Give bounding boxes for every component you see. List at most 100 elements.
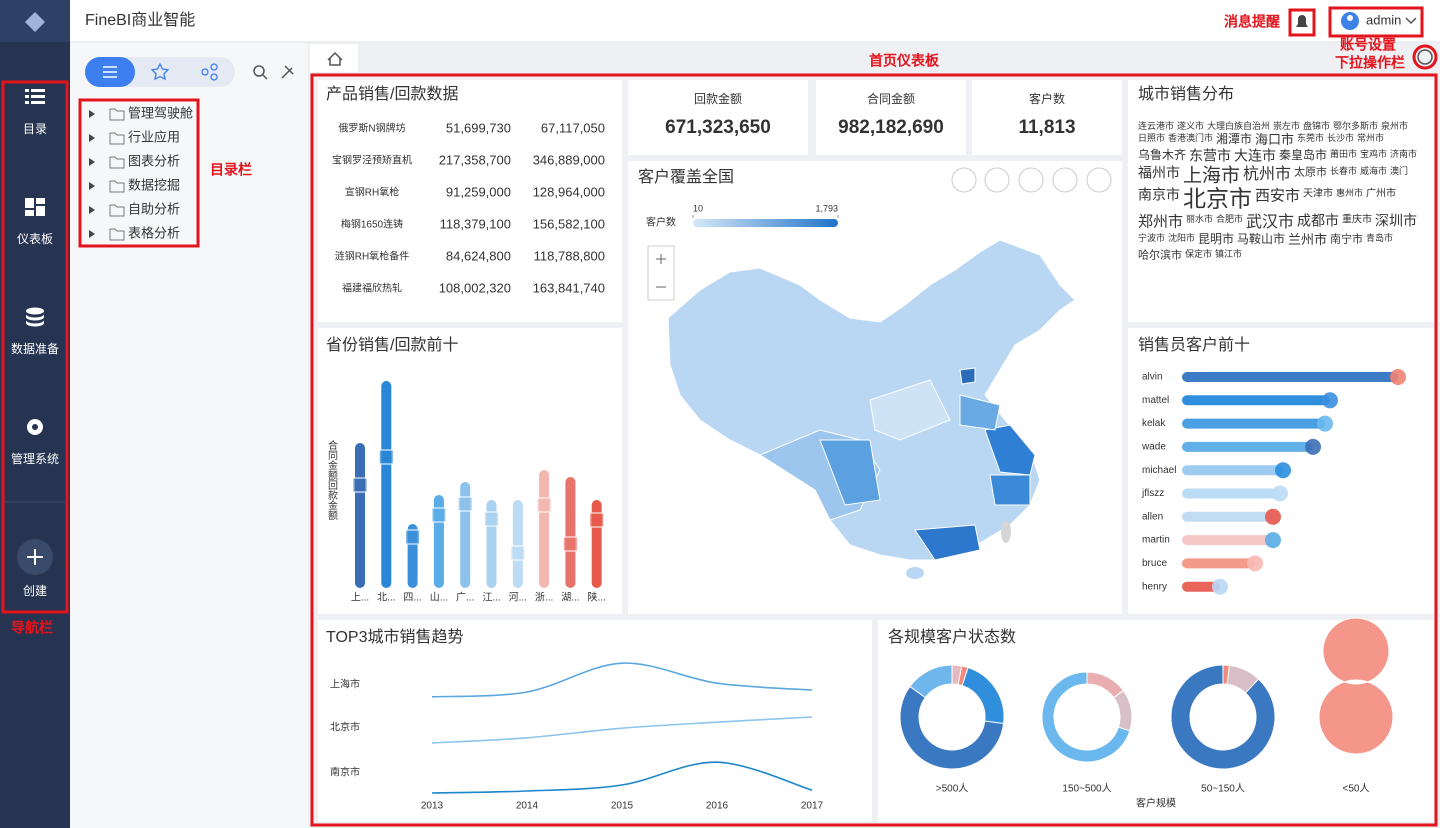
region[interactable] — [989, 474, 1031, 506]
bar-end[interactable] — [1272, 485, 1288, 502]
catalog-item[interactable]: 行业应用 — [128, 129, 180, 144]
region[interactable] — [959, 394, 1001, 431]
line[interactable] — [431, 716, 813, 744]
share-button[interactable] — [1086, 167, 1112, 193]
donut-segment[interactable] — [1318, 617, 1394, 755]
top-bar — [70, 0, 1440, 42]
card — [1128, 80, 1434, 322]
region[interactable] — [869, 379, 951, 441]
bar[interactable] — [539, 470, 550, 588]
catalog-item[interactable]: 自助分析 — [128, 201, 180, 216]
catalog-item[interactable]: 表格分析 — [128, 225, 180, 240]
bar[interactable] — [1182, 465, 1283, 476]
marker[interactable] — [352, 477, 368, 493]
x-tick-label: 广... — [456, 592, 474, 604]
bar[interactable] — [1182, 418, 1325, 429]
nav-icons — [25, 89, 45, 435]
donut-segment[interactable] — [899, 685, 1005, 770]
expand-button[interactable] — [984, 167, 1010, 193]
marker[interactable] — [510, 545, 526, 561]
y-tick-label: martin — [1142, 535, 1170, 546]
expand-arrow[interactable] — [89, 158, 95, 166]
undo-button[interactable] — [951, 167, 977, 193]
expand-arrow[interactable] — [89, 134, 95, 142]
data-icon[interactable] — [26, 307, 44, 315]
bar[interactable] — [1182, 511, 1273, 522]
export-button[interactable] — [1052, 167, 1078, 193]
nav-label[interactable]: 数据准备 — [11, 341, 59, 356]
bar[interactable] — [1182, 441, 1313, 452]
donut-segment[interactable] — [909, 664, 953, 699]
bar[interactable] — [381, 381, 392, 588]
region[interactable] — [914, 524, 981, 561]
bar[interactable] — [1182, 581, 1220, 592]
bar[interactable] — [1182, 395, 1330, 406]
marker[interactable] — [378, 449, 394, 465]
star-icon[interactable] — [150, 62, 170, 81]
bar-end[interactable] — [1265, 508, 1281, 525]
bar-end[interactable] — [1390, 369, 1406, 385]
region[interactable] — [906, 567, 924, 579]
marker[interactable] — [457, 496, 473, 512]
marker[interactable] — [431, 507, 447, 523]
region[interactable] — [984, 424, 1036, 476]
donut-segment[interactable] — [1041, 671, 1131, 763]
nav-label[interactable]: 仪表板 — [17, 232, 53, 246]
expand-arrow[interactable] — [89, 182, 95, 190]
search-icon[interactable] — [253, 65, 268, 80]
x-tick-label: 江... — [482, 592, 500, 604]
bar[interactable] — [565, 477, 576, 588]
bar[interactable] — [1182, 535, 1273, 546]
filter-button[interactable] — [1018, 167, 1044, 193]
bar-end[interactable] — [1265, 532, 1281, 549]
zoom-icons[interactable] — [656, 254, 666, 288]
more-icon[interactable] — [1417, 49, 1433, 65]
bar-end[interactable] — [1275, 462, 1291, 479]
region[interactable] — [819, 439, 881, 506]
user-name[interactable]: admin — [1366, 12, 1401, 27]
y-tick-label: allen — [1142, 511, 1163, 522]
bar-end[interactable] — [1212, 578, 1228, 595]
share-icon[interactable] — [201, 63, 218, 81]
bar[interactable] — [512, 500, 523, 588]
region[interactable] — [1001, 521, 1011, 543]
expand-arrow[interactable] — [89, 206, 95, 214]
pin-icon[interactable] — [281, 65, 294, 79]
line[interactable] — [431, 662, 813, 698]
nav-label[interactable]: 目录 — [23, 122, 47, 136]
bar-end[interactable] — [1317, 415, 1333, 432]
nav-label[interactable]: 创建 — [23, 584, 47, 598]
marker[interactable] — [589, 512, 605, 528]
chevron[interactable] — [1405, 17, 1417, 25]
donut-segment[interactable] — [1170, 664, 1276, 770]
expand-arrow[interactable] — [89, 230, 95, 238]
bar[interactable] — [1182, 488, 1280, 499]
expand-arrow[interactable] — [89, 110, 95, 118]
x-tick-label: >500人 — [936, 783, 969, 795]
bar[interactable] — [1182, 372, 1398, 382]
card — [972, 80, 1122, 155]
catalog-icon[interactable] — [25, 89, 45, 104]
region[interactable] — [959, 367, 976, 385]
bar[interactable] — [355, 443, 365, 588]
catalog-item[interactable]: 图表分析 — [128, 153, 180, 168]
marker[interactable] — [562, 536, 578, 552]
bar-end[interactable] — [1247, 555, 1263, 572]
callout: 目录栏 — [210, 162, 252, 178]
word-cloud: 连云港市 遂义市 大理白族自治州 崇左市 盘锦市 鄂尔多斯市 泉州市日照市 香港澳门市 湘潭市海… — [1138, 120, 1417, 262]
bar[interactable] — [1182, 558, 1255, 569]
marker[interactable] — [484, 511, 499, 527]
dashboard-icon[interactable] — [25, 198, 45, 216]
catalog-item[interactable]: 数据挖掘 — [128, 177, 180, 192]
y-tick-label: wade — [1141, 442, 1166, 453]
line[interactable] — [431, 761, 813, 794]
marker[interactable] — [405, 529, 421, 545]
data-icon[interactable] — [26, 314, 44, 327]
marker[interactable] — [536, 497, 552, 513]
home-tab[interactable] — [310, 44, 358, 72]
bar-end[interactable] — [1322, 392, 1338, 409]
bar-end[interactable] — [1305, 438, 1321, 455]
nav-label[interactable]: 管理系统 — [11, 451, 59, 466]
catalog-item[interactable]: 管理驾驶舱 — [128, 105, 193, 120]
bell-icon[interactable] — [1296, 15, 1308, 27]
